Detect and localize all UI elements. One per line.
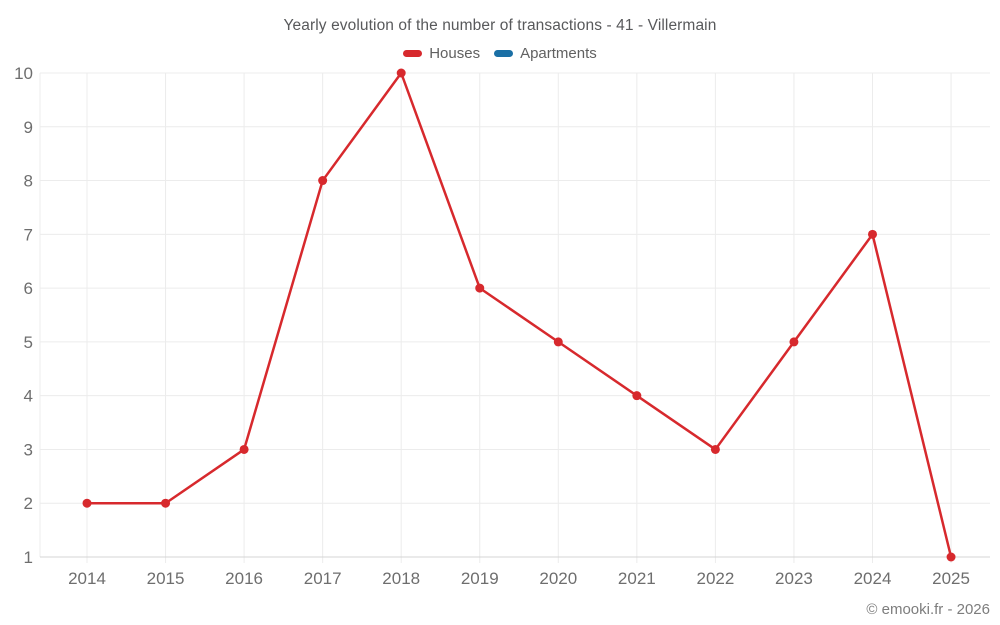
apartments-series-swatch-icon <box>494 50 514 57</box>
houses-point[interactable] <box>239 444 249 454</box>
x-axis-label: 2023 <box>775 569 813 588</box>
chart-legend: Houses Apartments <box>0 45 1000 62</box>
houses-point[interactable] <box>868 229 877 239</box>
y-axis-label: 2 <box>24 494 33 513</box>
houses-point[interactable] <box>475 283 485 293</box>
houses-point[interactable] <box>553 337 563 347</box>
x-axis-label: 2020 <box>539 569 577 588</box>
y-axis-label: 8 <box>24 172 33 191</box>
legend-label-apartments: Apartments <box>520 45 597 62</box>
x-axis-label: 2024 <box>854 569 892 588</box>
legend-label-houses: Houses <box>429 45 481 62</box>
y-axis-label: 5 <box>24 333 33 352</box>
copyright-credit: © emooki.fr - 2026 <box>866 601 990 618</box>
y-axis-label: 7 <box>24 225 33 244</box>
houses-point[interactable] <box>946 552 956 562</box>
houses-line <box>85 71 953 559</box>
x-axis-label: 2014 <box>68 569 106 588</box>
y-axis-label: 4 <box>24 387 33 406</box>
y-axis-label: 6 <box>24 279 33 298</box>
legend-item-apartments[interactable]: Apartments <box>494 45 597 62</box>
y-axis-label: 10 <box>14 64 33 83</box>
houses-point[interactable] <box>632 391 642 401</box>
x-axis-label: 2025 <box>932 569 970 588</box>
x-axis-label: 2019 <box>461 569 499 588</box>
y-axis-label: 1 <box>24 548 33 567</box>
houses-point[interactable] <box>396 68 406 78</box>
x-axis-label: 2018 <box>382 569 420 588</box>
y-axis-label: 3 <box>24 440 33 459</box>
houses-point[interactable] <box>82 498 92 508</box>
houses-series-swatch-icon <box>403 50 423 57</box>
x-axis-label: 2015 <box>147 569 185 588</box>
houses-point[interactable] <box>318 176 328 186</box>
legend-item-houses[interactable]: Houses <box>403 45 480 62</box>
houses-point[interactable] <box>789 337 799 347</box>
chart-title: Yearly evolution of the number of transa… <box>283 17 717 34</box>
x-axis-label: 2017 <box>304 569 342 588</box>
houses-point[interactable] <box>710 444 720 454</box>
x-axis-label: 2022 <box>696 569 734 588</box>
x-axis-label: 2016 <box>225 569 263 588</box>
houses-point[interactable] <box>161 498 171 508</box>
x-axis-label: 2021 <box>618 569 656 588</box>
y-axis-label: 9 <box>24 118 33 137</box>
